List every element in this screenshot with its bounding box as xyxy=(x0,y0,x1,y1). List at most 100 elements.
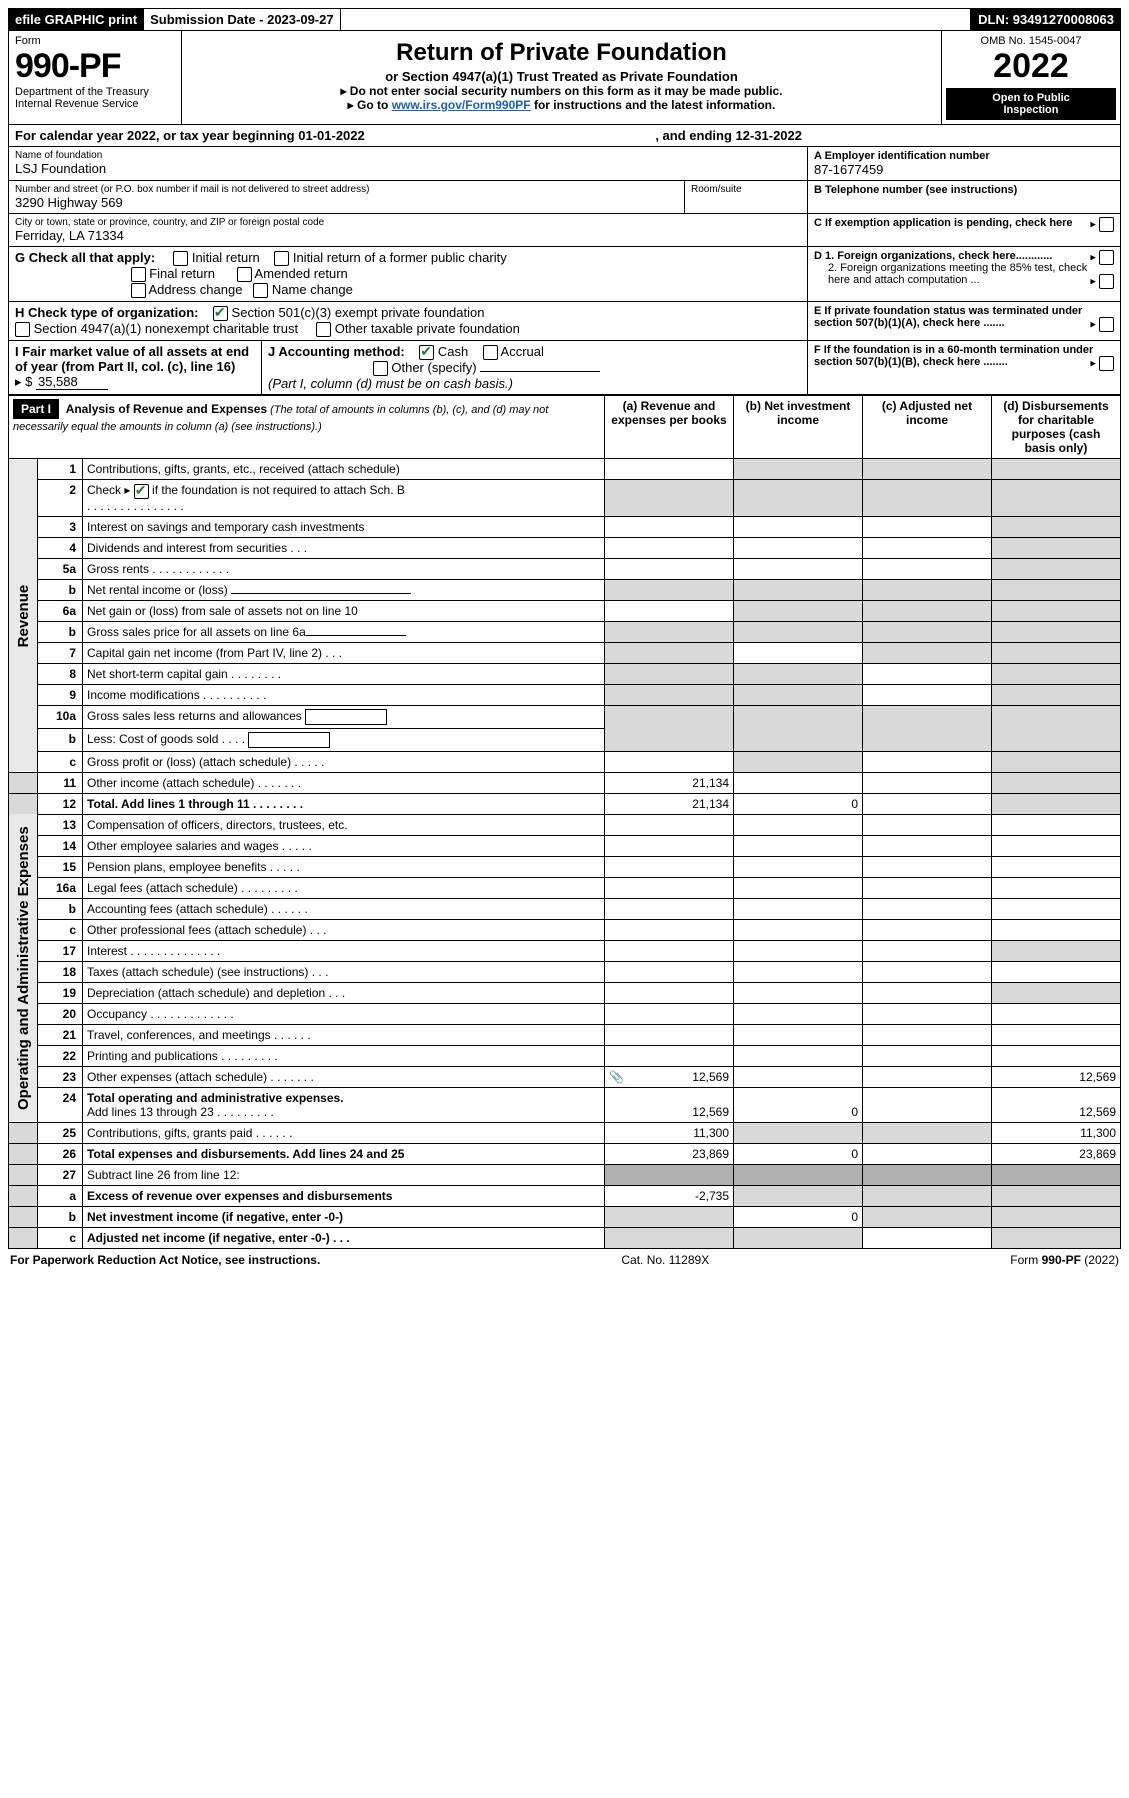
c-checkbox[interactable] xyxy=(1099,217,1114,232)
revenue-side-label: Revenue xyxy=(9,459,38,772)
year-begin: 01-01-2022 xyxy=(298,128,365,143)
table-row: cOther professional fees (attach schedul… xyxy=(9,919,1121,940)
g-row: G Check all that apply: Initial return I… xyxy=(8,247,1121,302)
r26-d: 23,869 xyxy=(992,1143,1121,1164)
g-initial-check[interactable] xyxy=(173,251,188,266)
identity-row-2: Number and street (or P.O. box number if… xyxy=(8,181,1121,214)
r25-d: 11,300 xyxy=(992,1122,1121,1143)
ein-label: A Employer identification number xyxy=(814,150,1114,162)
r24-a: 12,569 xyxy=(605,1087,734,1122)
city-value: Ferriday, LA 71334 xyxy=(15,228,801,243)
d1-label: D 1. Foreign organizations, check here..… xyxy=(814,250,1052,262)
table-row: cGross profit or (loss) (attach schedule… xyxy=(9,751,1121,772)
h-row: H Check type of organization: Section 50… xyxy=(8,302,1121,341)
table-row: 12Total. Add lines 1 through 11 . . . . … xyxy=(9,793,1121,814)
form-word: Form xyxy=(15,35,175,47)
j-cash-check[interactable] xyxy=(419,345,434,360)
i-label: I Fair market value of all assets at end… xyxy=(15,344,249,374)
r23-a: 12,569 xyxy=(692,1070,729,1084)
room-label: Room/suite xyxy=(691,184,801,195)
part1-label: Part I xyxy=(13,399,59,419)
expenses-side-label: Operating and Administrative Expenses xyxy=(9,814,38,1122)
note-1: ▸ Do not enter social security numbers o… xyxy=(188,84,935,98)
identity-row-1: Name of foundation LSJ Foundation A Empl… xyxy=(8,147,1121,181)
col-d-header: (d) Disbursements for charitable purpose… xyxy=(992,396,1121,459)
table-row: 25Contributions, gifts, grants paid . . … xyxy=(9,1122,1121,1143)
footer-left: For Paperwork Reduction Act Notice, see … xyxy=(10,1253,320,1267)
table-row: 26Total expenses and disbursements. Add … xyxy=(9,1143,1121,1164)
c-label: C If exemption application is pending, c… xyxy=(814,217,1073,229)
g-address-check[interactable] xyxy=(131,283,146,298)
table-row: 4Dividends and interest from securities … xyxy=(9,537,1121,558)
r11-a: 21,134 xyxy=(605,772,734,793)
efile-label: efile GRAPHIC print xyxy=(9,9,144,30)
g-initial-former-check[interactable] xyxy=(274,251,289,266)
open-to-public: Open to Public Inspection xyxy=(946,88,1116,120)
r23-d: 12,569 xyxy=(992,1066,1121,1087)
instructions-link[interactable]: www.irs.gov/Form990PF xyxy=(392,98,531,112)
table-row: 16aLegal fees (attach schedule) . . . . … xyxy=(9,877,1121,898)
r12-b: 0 xyxy=(734,793,863,814)
table-row: 23Other expenses (attach schedule) . . .… xyxy=(9,1066,1121,1087)
attachment-icon[interactable]: 📎 xyxy=(609,1070,624,1084)
dept-line-2: Internal Revenue Service xyxy=(15,98,175,110)
r24-d: 12,569 xyxy=(992,1087,1121,1122)
g-amended-check[interactable] xyxy=(237,267,252,282)
f-label: F If the foundation is in a 60-month ter… xyxy=(814,344,1093,368)
table-row: 20Occupancy . . . . . . . . . . . . . xyxy=(9,1003,1121,1024)
h-other-check[interactable] xyxy=(316,322,331,337)
table-row: 7Capital gain net income (from Part IV, … xyxy=(9,642,1121,663)
table-row: bGross sales price for all assets on lin… xyxy=(9,621,1121,642)
r12-a: 21,134 xyxy=(605,793,734,814)
h-501c3-check[interactable] xyxy=(213,306,228,321)
d2-checkbox[interactable] xyxy=(1099,274,1114,289)
table-row: bAccounting fees (attach schedule) . . .… xyxy=(9,898,1121,919)
r26-b: 0 xyxy=(734,1143,863,1164)
col-c-header: (c) Adjusted net income xyxy=(863,396,992,459)
table-row: 8Net short-term capital gain . . . . . .… xyxy=(9,663,1121,684)
table-row: cAdjusted net income (if negative, enter… xyxy=(9,1227,1121,1248)
schb-check[interactable] xyxy=(134,484,149,499)
name-label: Name of foundation xyxy=(15,150,801,161)
table-row: Revenue 1Contributions, gifts, grants, e… xyxy=(9,459,1121,480)
table-row: 24Total operating and administrative exp… xyxy=(9,1087,1121,1122)
g-name-check[interactable] xyxy=(253,283,268,298)
table-row: 21Travel, conferences, and meetings . . … xyxy=(9,1024,1121,1045)
form-header: Form 990-PF Department of the Treasury I… xyxy=(8,31,1121,125)
j-accrual-check[interactable] xyxy=(483,345,498,360)
footer: For Paperwork Reduction Act Notice, see … xyxy=(8,1249,1121,1271)
f-checkbox[interactable] xyxy=(1099,356,1114,371)
i-amount: 35,588 xyxy=(36,374,108,390)
ein-value: 87-1677459 xyxy=(814,162,1114,177)
d1-checkbox[interactable] xyxy=(1099,250,1114,265)
dept-line-1: Department of the Treasury xyxy=(15,86,175,98)
omb: OMB No. 1545-0047 xyxy=(946,35,1116,47)
table-row: 15Pension plans, employee benefits . . .… xyxy=(9,856,1121,877)
table-row: 9Income modifications . . . . . . . . . … xyxy=(9,684,1121,705)
footer-right: Form 990-PF (2022) xyxy=(1010,1253,1119,1267)
j-other-check[interactable] xyxy=(373,361,388,376)
city-label: City or town, state or province, country… xyxy=(15,217,801,228)
r25-a: 11,300 xyxy=(605,1122,734,1143)
table-row: 5aGross rents . . . . . . . . . . . . xyxy=(9,558,1121,579)
addr-label: Number and street (or P.O. box number if… xyxy=(15,184,678,195)
form-subtitle: or Section 4947(a)(1) Trust Treated as P… xyxy=(188,69,935,84)
dln: DLN: 93491270008063 xyxy=(971,9,1120,30)
tax-year: 2022 xyxy=(946,47,1116,86)
identity-row-3: City or town, state or province, country… xyxy=(8,214,1121,247)
g-label: G Check all that apply: xyxy=(15,250,155,265)
e-checkbox[interactable] xyxy=(1099,317,1114,332)
col-b-header: (b) Net investment income xyxy=(734,396,863,459)
g-final-check[interactable] xyxy=(131,267,146,282)
year-end: 12-31-2022 xyxy=(736,128,803,143)
h-4947-check[interactable] xyxy=(15,322,30,337)
table-row: Operating and Administrative Expenses 13… xyxy=(9,814,1121,835)
r27a-a: -2,735 xyxy=(605,1185,734,1206)
topbar: efile GRAPHIC print Submission Date - 20… xyxy=(8,8,1121,31)
table-row: 19Depreciation (attach schedule) and dep… xyxy=(9,982,1121,1003)
e-label: E If private foundation status was termi… xyxy=(814,305,1082,329)
r27b-b: 0 xyxy=(734,1206,863,1227)
part1-title: Analysis of Revenue and Expenses xyxy=(66,402,267,416)
r26-a: 23,869 xyxy=(605,1143,734,1164)
table-row: 17Interest . . . . . . . . . . . . . . xyxy=(9,940,1121,961)
